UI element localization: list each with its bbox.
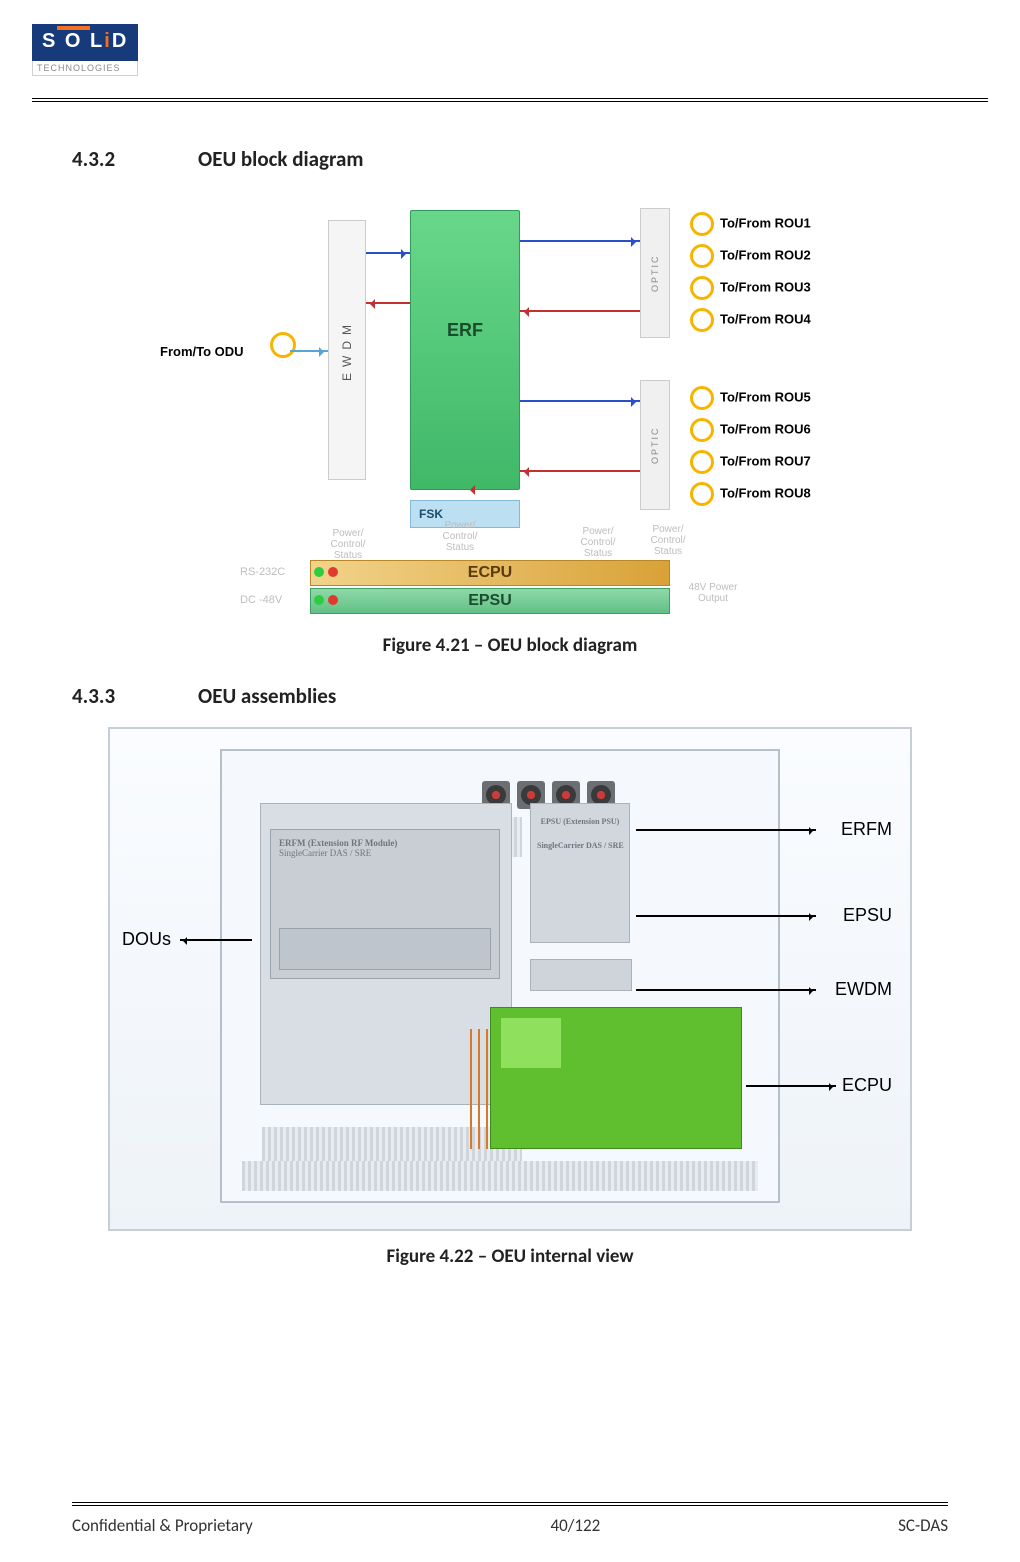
dous-lead (180, 939, 252, 941)
erfm-face: ERFM (Extension RF Module) SingleCarrier… (270, 829, 500, 979)
dous-label: DOUs (122, 929, 171, 950)
arrow-optic-erf-t (520, 310, 640, 312)
section-432: 4.3.2 OEU block diagram EWDM ERF FSK OPT… (72, 146, 948, 657)
ewdm-label: EWDM (835, 979, 892, 1000)
heading-text: OEU block diagram (198, 146, 363, 172)
dc48-label: DC -48V (240, 594, 282, 606)
pcs-label-2: Power/ Control/ Status (432, 520, 488, 553)
rou8: To/From ROU8 (690, 482, 811, 506)
erfm-label: ERFM (841, 819, 892, 840)
erf-block (410, 210, 520, 490)
heading-text: OEU assemblies (198, 683, 336, 709)
figure-421-wrap: EWDM ERF FSK OPTIC OPTIC ECPU EPSU (72, 190, 948, 620)
rs232-label: RS-232C (240, 566, 285, 578)
rou1: To/From ROU1 (690, 212, 811, 236)
pcs-label-3: Power/ Control/ Status (570, 526, 626, 559)
ewdm-module (530, 959, 632, 991)
arrow-ewdm-erf-1 (366, 252, 410, 254)
rou3: To/From ROU3 (690, 276, 811, 300)
ewdm-block: EWDM (328, 220, 366, 480)
header-rule (32, 98, 988, 102)
epsu-module: EPSU (Extension PSU) SingleCarrier DAS /… (530, 803, 630, 943)
rou4: To/From ROU4 (690, 308, 811, 332)
ewdm-lead (636, 989, 816, 991)
caption-422: Figure 4.22 – OEU internal view (72, 1245, 948, 1268)
ecpu-leds (314, 564, 342, 582)
figure-421: EWDM ERF FSK OPTIC OPTIC ECPU EPSU (150, 190, 870, 620)
footer-right: SC-DAS (898, 1515, 948, 1536)
figure-422-wrap: ERFM (Extension RF Module) SingleCarrier… (72, 727, 948, 1231)
epsu-leds (314, 592, 342, 610)
optic-block-bottom: OPTIC (640, 380, 670, 510)
logo-top: S O LiD (32, 24, 138, 61)
logo-char: i (104, 30, 112, 52)
rou6: To/From ROU6 (690, 418, 811, 442)
heading-432: 4.3.2 OEU block diagram (72, 146, 948, 172)
odu-port-icon (270, 332, 296, 358)
ecpu-lead (746, 1085, 836, 1087)
logo: S O LiD TECHNOLOGIES (32, 24, 138, 76)
epsu-bar: EPSU (310, 588, 670, 614)
footer-left: Confidential & Proprietary (72, 1515, 253, 1536)
rou2: To/From ROU2 (690, 244, 811, 268)
footer-center: 40/122 (551, 1515, 601, 1536)
footer: Confidential & Proprietary 40/122 SC-DAS (72, 1515, 948, 1536)
ecpu-bar: ECPU (310, 560, 670, 586)
logo-char: D (112, 30, 128, 52)
heading-number: 4.3.3 (72, 683, 144, 709)
ewdm-label: EWDM (340, 319, 354, 381)
arrow-erf-optic-t (520, 240, 640, 242)
ecpu-module (490, 1007, 742, 1149)
from-to-odu-label: From/To ODU (160, 344, 244, 359)
figure-422: ERFM (Extension RF Module) SingleCarrier… (108, 727, 912, 1231)
heading-number: 4.3.2 (72, 146, 144, 172)
erfm-lead (636, 829, 816, 831)
footer-rule (72, 1502, 948, 1506)
rou5: To/From ROU5 (690, 386, 811, 410)
pcs-label-1: Power/ Control/ Status (320, 528, 376, 561)
heading-433: 4.3.3 OEU assemblies (72, 683, 948, 709)
logo-char: S (42, 30, 57, 52)
arrow-erf-optic-b (520, 400, 640, 402)
section-433: 4.3.3 OEU assemblies E (72, 683, 948, 1268)
erf-label: ERF (410, 320, 520, 341)
pcs-label-4: Power/ Control/ Status (640, 524, 696, 557)
pwr-out-label: 48V Power Output (678, 582, 748, 604)
logo-char: L (90, 30, 104, 52)
epsu-lead (636, 915, 816, 917)
arrow-erf-ewdm-1 (366, 302, 410, 304)
page: S O LiD TECHNOLOGIES 4.3.2 OEU block dia… (0, 0, 1020, 1562)
epsu-label: EPSU (843, 905, 892, 926)
caption-421: Figure 4.21 – OEU block diagram (72, 634, 948, 657)
logo-char: O (65, 30, 83, 52)
ecpu-label: ECPU (842, 1075, 892, 1096)
arrow-optic-erf-b (520, 470, 640, 472)
optic-block-top: OPTIC (640, 208, 670, 338)
rou7: To/From ROU7 (690, 450, 811, 474)
logo-sub: TECHNOLOGIES (32, 61, 138, 76)
arrow-odu-ewdm (290, 350, 328, 352)
